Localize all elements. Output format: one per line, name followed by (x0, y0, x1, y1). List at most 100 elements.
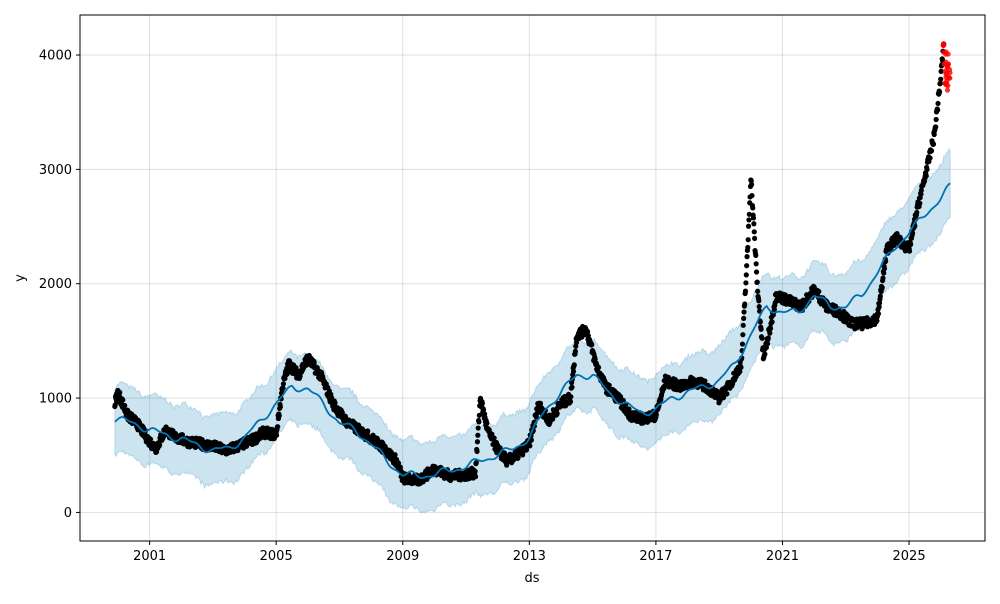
observed-point (743, 280, 749, 286)
observed-point (572, 348, 579, 354)
observed-point (504, 462, 510, 468)
observed-point (758, 326, 764, 332)
test-point (947, 75, 953, 81)
observed-point (816, 288, 822, 295)
observed-point (759, 335, 765, 341)
observed-point (930, 141, 937, 147)
observed-point (756, 304, 762, 310)
x-axis-label: ds (524, 571, 539, 586)
observed-point (740, 322, 746, 328)
x-tick-label: 2021 (766, 549, 799, 564)
observed-point (935, 107, 941, 113)
observed-point (908, 241, 914, 248)
observed-point (938, 68, 944, 74)
observed-point (568, 394, 574, 400)
observed-point (475, 432, 481, 438)
observed-point (569, 384, 575, 390)
observed-point (527, 443, 533, 449)
forecast-yhat (114, 182, 951, 480)
observed-point (275, 424, 281, 430)
y-tick-label: 2000 (39, 277, 72, 292)
x-tick-label: 2013 (513, 549, 546, 564)
observed-point (741, 315, 747, 321)
test-point (944, 87, 951, 93)
observed-point (754, 279, 760, 285)
observed-point (880, 275, 886, 281)
observed-point (365, 428, 371, 434)
observed-point (928, 148, 935, 154)
observed-point (571, 362, 577, 368)
observed-point (515, 454, 521, 461)
y-axis-label: y (13, 274, 28, 282)
observed-point (567, 399, 574, 405)
observed-point (755, 288, 761, 294)
observed-point (480, 407, 487, 413)
y-tick-label: 1000 (39, 392, 72, 407)
observed-point (746, 217, 752, 223)
observed-point (589, 342, 595, 348)
y-tick-label: 4000 (39, 49, 72, 64)
observed-point (748, 181, 755, 188)
observed-point (273, 432, 280, 438)
observed-point (762, 351, 768, 357)
plot-frame (79, 14, 986, 542)
observed-point (751, 229, 757, 235)
observed-point (744, 254, 750, 260)
observed-point (924, 166, 930, 173)
observed-point (745, 237, 751, 243)
observed-point (554, 410, 560, 417)
observed-point (923, 173, 929, 179)
test-point (944, 64, 951, 70)
observed-point (147, 436, 154, 442)
observed-point (756, 298, 762, 304)
observed-point (876, 300, 883, 306)
x-tick-label: 2025 (893, 549, 926, 564)
x-tick-label: 2001 (133, 549, 166, 564)
observed-point (764, 341, 771, 347)
observed-point (653, 412, 659, 418)
observed-point (874, 318, 880, 324)
observed-point (914, 209, 920, 216)
observed-point (876, 304, 882, 310)
observed-point (741, 309, 747, 315)
observed-point (935, 100, 941, 107)
observed-point (476, 419, 482, 425)
observed-point (881, 265, 888, 272)
observed-point (938, 76, 944, 82)
observed-point (750, 205, 756, 211)
observed-point (933, 124, 939, 130)
observed-point (752, 235, 758, 241)
observed-point (745, 244, 751, 251)
observed-point (592, 356, 598, 362)
observed-point (479, 400, 485, 406)
observed-point (284, 371, 290, 377)
observed-point (472, 468, 478, 474)
observed-point (753, 252, 759, 258)
observed-point (933, 116, 939, 123)
observed-point (750, 215, 757, 221)
observed-point (906, 248, 913, 254)
observed-point (769, 319, 775, 325)
observed-point (311, 360, 317, 366)
uncertainty-band (114, 147, 951, 514)
observed-point (888, 246, 894, 252)
observed-point (702, 378, 708, 384)
observed-point (280, 381, 287, 387)
observed-point (918, 191, 924, 197)
observed-point (293, 364, 299, 371)
observed-point (276, 413, 282, 419)
observed-point (737, 369, 743, 375)
observed-point (936, 89, 943, 95)
observed-point (765, 335, 771, 341)
observed-point (894, 231, 900, 237)
observed-point (476, 412, 482, 418)
observed-point (122, 402, 128, 409)
observed-point (931, 131, 937, 138)
observed-point (875, 311, 882, 317)
forecast-line (114, 182, 951, 480)
y-tick-label: 3000 (39, 163, 72, 178)
uncertainty-interval (114, 147, 951, 514)
test-point (947, 70, 953, 76)
observed-point (606, 382, 612, 388)
